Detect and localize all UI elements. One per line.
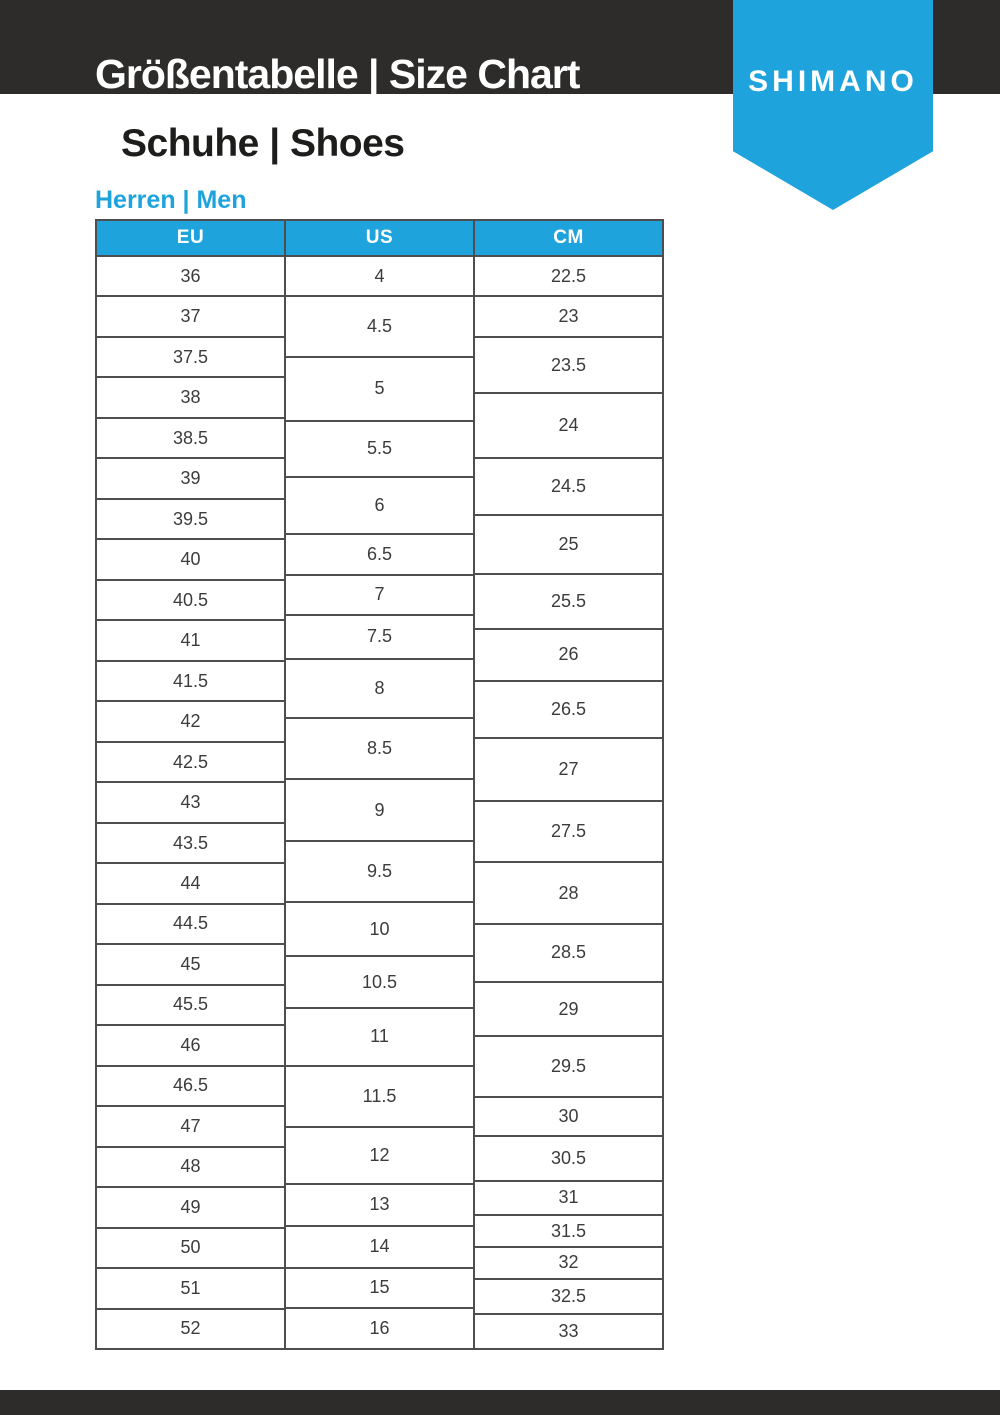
size-cell-eu: 43.5 [97, 824, 284, 865]
size-cell-cm: 29.5 [475, 1037, 662, 1098]
page-title: Größentabelle | Size Chart [95, 51, 580, 97]
size-cell-us: 9.5 [286, 842, 473, 904]
size-cell-cm: 30 [475, 1098, 662, 1138]
column-header-cm: CM [553, 227, 584, 248]
size-cell-cm: 26.5 [475, 682, 662, 739]
size-cell-eu: 48 [97, 1148, 284, 1189]
size-cell-us: 8 [286, 660, 473, 720]
column-us: 4 4.5 5 5.5 6 6.5 7 7.5 8 8.5 9 9.5 10 10.5 11 11.5 12 13… [286, 257, 475, 1348]
column-header-eu: EU [97, 221, 286, 255]
size-cell-eu: 44 [97, 864, 284, 905]
size-cell-cm: 24.5 [475, 459, 662, 516]
size-cell-cm: 33 [558, 1321, 579, 1342]
size-cell-eu: 49 [97, 1188, 284, 1229]
size-cell-eu: 43 [97, 783, 284, 824]
size-cell-us: 5.5 [286, 422, 473, 478]
size-cell-eu: 38.5 [97, 419, 284, 460]
size-cell-cm: 32 [475, 1248, 662, 1280]
size-cell-eu: 39.5 [97, 500, 284, 541]
size-cell-us: 5 [286, 358, 473, 422]
size-cell-cm: 27.5 [475, 802, 662, 864]
size-cell-cm: 31 [475, 1182, 662, 1217]
column-header-us: US [286, 221, 475, 255]
size-cell-eu: 38 [97, 378, 284, 419]
table-body: 36 37 37.5 38 38.5 39 39.5 40 40.5 41 41.5 42 42.5 43… [97, 257, 662, 1348]
size-cell-eu: 52 [180, 1318, 201, 1339]
size-cell-us: 15 [286, 1269, 473, 1309]
size-cell-eu: 44.5 [97, 905, 284, 946]
size-cell-us: 9 [286, 780, 473, 843]
section-heading-men: Herren | Men [95, 186, 247, 214]
size-cell-eu: 36 [97, 257, 284, 298]
size-cell-us: 11.5 [286, 1067, 473, 1129]
size-cell-eu: 46.5 [97, 1067, 284, 1108]
page-subtitle: Schuhe | Shoes [121, 122, 405, 165]
size-cell-cm: 29 [475, 983, 662, 1038]
size-cell-us: 11 [286, 1009, 473, 1067]
size-cell-cm: 22.5 [475, 257, 662, 298]
size-cell-cm: 28.5 [475, 925, 662, 983]
size-cell-eu: 40.5 [97, 581, 284, 622]
size-cell-us: 13 [286, 1185, 473, 1227]
size-cell-cm: 23 [475, 297, 662, 338]
size-cell-cm: 26 [475, 630, 662, 682]
size-cell-eu: 41 [97, 621, 284, 662]
size-cell-eu: 47 [97, 1107, 284, 1148]
size-cell-eu: 39 [97, 459, 284, 500]
size-cell-eu: 37 [97, 297, 284, 338]
size-cell-eu: 51 [97, 1269, 284, 1310]
size-cell-cm: 23.5 [475, 338, 662, 395]
size-cell-eu: 37.5 [97, 338, 284, 379]
size-cell-eu: 45.5 [97, 986, 284, 1027]
size-cell-us: 4.5 [286, 297, 473, 359]
size-cell-eu: 42.5 [97, 743, 284, 784]
size-cell-cm: 32.5 [475, 1280, 662, 1316]
column-eu: 36 37 37.5 38 38.5 39 39.5 40 40.5 41 41.5 42 42.5 43… [97, 257, 286, 1348]
table-header-row: EU US CM [97, 221, 662, 257]
size-cell-us: 14 [286, 1227, 473, 1270]
bottom-bar [0, 1390, 1000, 1415]
size-cell-us: 6.5 [286, 535, 473, 576]
size-cell-us: 4 [286, 257, 473, 298]
shimano-ribbon: SHIMANO [733, 0, 933, 210]
size-cell-cm: 25 [475, 516, 662, 576]
size-cell-cm: 24 [475, 394, 662, 459]
size-cell-us: 16 [369, 1317, 390, 1338]
size-cell-us: 10 [286, 903, 473, 958]
column-cm: 22.5 23 23.5 24 24.5 25 25.5 26 26.5 27 27.5 28 28.5… [475, 257, 662, 1348]
size-cell-cm: 31.5 [475, 1216, 662, 1249]
size-cell-cm: 30.5 [475, 1137, 662, 1182]
size-cell-eu: 46 [97, 1026, 284, 1067]
size-cell-cm: 25.5 [475, 575, 662, 630]
size-cell-eu: 40 [97, 540, 284, 581]
size-cell-eu: 45 [97, 945, 284, 986]
shimano-logo: SHIMANO [748, 65, 918, 98]
size-cell-us: 8.5 [286, 719, 473, 780]
size-cell-eu: 50 [97, 1229, 284, 1270]
size-cell-us: 6 [286, 478, 473, 536]
size-cell-us: 7 [286, 576, 473, 617]
size-cell-us: 12 [286, 1128, 473, 1186]
size-cell-us: 10.5 [286, 957, 473, 1010]
size-cell-cm: 28 [475, 863, 662, 925]
size-cell-eu: 41.5 [97, 662, 284, 703]
size-cell-cm: 27 [475, 739, 662, 802]
size-cell-us: 7.5 [286, 616, 473, 660]
size-cell-eu: 42 [97, 702, 284, 743]
size-table: EU US CM 36 37 37.5 38 38.5 39 39.5 40 40.5 41 41.… [95, 219, 664, 1350]
